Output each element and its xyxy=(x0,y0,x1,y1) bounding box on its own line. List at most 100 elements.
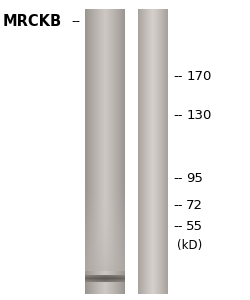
Bar xyxy=(139,9,140,294)
Bar xyxy=(85,219,125,220)
Bar xyxy=(89,9,90,294)
Bar xyxy=(157,9,158,294)
Bar xyxy=(159,9,160,294)
Bar xyxy=(167,9,168,294)
Bar xyxy=(85,231,125,232)
Bar xyxy=(85,245,125,246)
Bar xyxy=(85,233,125,235)
Bar xyxy=(85,200,125,202)
Bar xyxy=(162,9,163,294)
Bar xyxy=(85,247,125,248)
Bar xyxy=(161,9,162,294)
Bar xyxy=(166,9,167,294)
Bar xyxy=(120,9,121,294)
Bar xyxy=(85,254,125,255)
Bar xyxy=(153,9,154,294)
Bar xyxy=(85,216,125,217)
Bar xyxy=(85,240,125,242)
Bar xyxy=(138,9,139,294)
Bar xyxy=(85,264,125,265)
Bar xyxy=(146,9,147,294)
Bar xyxy=(85,206,125,207)
Bar xyxy=(85,246,125,247)
Bar xyxy=(85,193,125,194)
Bar xyxy=(85,187,125,188)
Bar xyxy=(154,9,155,294)
Bar xyxy=(85,236,125,237)
Bar xyxy=(102,9,103,294)
Bar xyxy=(85,208,125,209)
Bar xyxy=(155,9,156,294)
Bar xyxy=(85,238,125,239)
Bar xyxy=(94,9,95,294)
Bar xyxy=(85,191,125,193)
Bar xyxy=(85,189,125,190)
Bar xyxy=(110,9,111,294)
Bar xyxy=(85,226,125,228)
Bar xyxy=(145,9,146,294)
Bar xyxy=(85,256,125,257)
Bar xyxy=(85,199,125,200)
Bar xyxy=(85,180,125,181)
Text: 170: 170 xyxy=(186,70,212,83)
Bar xyxy=(85,258,125,260)
Bar xyxy=(85,266,125,268)
Bar xyxy=(85,196,125,197)
Bar xyxy=(115,9,116,294)
Bar xyxy=(103,9,104,294)
Bar xyxy=(85,250,125,252)
Bar xyxy=(147,9,148,294)
Bar xyxy=(85,252,125,253)
Bar xyxy=(141,9,142,294)
Bar xyxy=(85,209,125,211)
Bar xyxy=(97,9,98,294)
Bar xyxy=(85,204,125,205)
Bar xyxy=(85,262,125,263)
Text: (kD): (kD) xyxy=(178,239,203,253)
Bar xyxy=(85,261,125,262)
Bar xyxy=(85,255,125,256)
Bar xyxy=(149,9,150,294)
Bar xyxy=(85,203,125,204)
Text: 130: 130 xyxy=(186,109,212,122)
Bar xyxy=(85,263,125,264)
Bar xyxy=(85,215,125,216)
Bar xyxy=(85,235,125,236)
Text: 72: 72 xyxy=(186,199,203,212)
Bar xyxy=(85,265,125,266)
Bar xyxy=(164,9,165,294)
Bar xyxy=(158,9,159,294)
Bar xyxy=(85,268,125,270)
Text: 55: 55 xyxy=(186,220,203,233)
Bar xyxy=(85,253,125,254)
Bar xyxy=(111,9,112,294)
Bar xyxy=(152,9,153,294)
Bar xyxy=(85,242,125,244)
Bar xyxy=(85,229,125,230)
Bar xyxy=(118,9,119,294)
Bar xyxy=(85,257,125,258)
Bar xyxy=(85,232,125,233)
Bar xyxy=(85,183,125,184)
Bar xyxy=(112,9,113,294)
Bar xyxy=(85,186,125,187)
Text: --: -- xyxy=(174,220,183,233)
Bar xyxy=(85,197,125,198)
Bar xyxy=(91,9,92,294)
Bar xyxy=(85,202,125,203)
Bar xyxy=(85,9,86,294)
Bar xyxy=(117,9,118,294)
Bar xyxy=(85,237,125,238)
Bar xyxy=(108,9,109,294)
Bar xyxy=(93,9,94,294)
Bar xyxy=(92,9,93,294)
Bar xyxy=(85,214,125,215)
Bar xyxy=(85,270,125,271)
Bar xyxy=(85,213,125,214)
Bar xyxy=(85,244,125,245)
Bar xyxy=(85,188,125,189)
Bar xyxy=(165,9,166,294)
Bar xyxy=(123,9,124,294)
Bar xyxy=(113,9,114,294)
Bar xyxy=(85,239,125,240)
